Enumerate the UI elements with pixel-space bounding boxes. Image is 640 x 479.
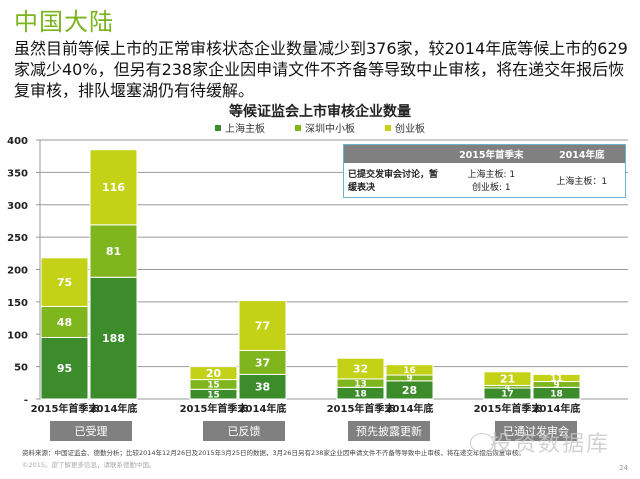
slide-title: 中国大陆 xyxy=(14,8,114,36)
data-label: 18 xyxy=(550,389,563,399)
x-tick-label: 2014年底 xyxy=(90,402,138,415)
y-tick-label: 300 xyxy=(7,201,28,212)
bar-segment xyxy=(40,257,89,307)
bar-segment xyxy=(189,366,238,381)
group-label-feedback: 已反馈 xyxy=(203,421,285,441)
legend-swatch-shanghai xyxy=(215,124,221,131)
info-table-row-label: 已提交发审会讨论，暂缓表决 xyxy=(348,170,439,193)
x-tick-label: 2015年首季末 xyxy=(474,402,543,415)
data-label: 95 xyxy=(57,362,72,375)
info-table-cell-end-2014: 上海主板：1 xyxy=(539,163,626,198)
y-tick-label: 100 xyxy=(7,330,28,341)
info-table-row: 已提交发审会讨论，暂缓表决 上海主板: 1 创业板: 1 上海主板：1 xyxy=(344,163,626,198)
info-table-header-end-2014: 2014年底 xyxy=(538,144,626,163)
legend-item-shenzhen-sme: 深圳中小板 xyxy=(295,120,355,135)
data-label: 11 xyxy=(550,374,563,384)
data-label: 28 xyxy=(402,384,417,397)
legend-label: 上海主板 xyxy=(225,124,265,135)
group-label-passed-review: 已通过发审会 xyxy=(495,421,577,441)
info-table-cell-q1-2015: 上海主板: 1 创业板: 1 xyxy=(444,163,539,198)
group-label-pre-disclosure-update: 预先披露更新 xyxy=(348,421,430,441)
bar-segment xyxy=(483,371,532,386)
bar-segment xyxy=(40,336,89,400)
bar-segment xyxy=(89,276,138,400)
info-table-header-q1-2015: 2015年首季末 xyxy=(444,144,539,163)
info-table-value: 上海主板: 1 xyxy=(467,170,516,180)
legend-item-shanghai: 上海主板 xyxy=(215,120,265,135)
legend-swatch-shenzhen-sme xyxy=(295,124,301,131)
data-label: 9 xyxy=(553,381,559,391)
data-label: 16 xyxy=(403,366,416,376)
info-table-value: 创业板: 1 xyxy=(471,183,511,193)
x-tick-label: 2015年首季末 xyxy=(180,402,249,415)
data-label: 77 xyxy=(255,319,270,332)
data-label: 18 xyxy=(354,389,367,399)
copyright-note: ©2015。欲了解更多信息，请联系德勤中国。 xyxy=(22,461,156,469)
stacked-bar-chart: - 50 100 150 200 250 300 350 400 95 48 75 2015年首季末 18… xyxy=(7,136,628,415)
x-tick-label: 2014年底 xyxy=(533,402,581,415)
data-label: 20 xyxy=(206,367,222,380)
legend-label: 深圳中小板 xyxy=(305,124,355,135)
data-label: 81 xyxy=(106,245,121,258)
bar-segment xyxy=(336,357,385,380)
y-tick-label: 50 xyxy=(14,363,28,374)
y-tick-label: 400 xyxy=(7,136,28,147)
data-label: 38 xyxy=(255,381,270,394)
bar-segment xyxy=(385,364,434,376)
info-table-value: 上海主板：1 xyxy=(556,176,608,187)
y-tick-label: 150 xyxy=(7,298,28,309)
page-number: 24 xyxy=(619,464,628,472)
info-table-header-empty xyxy=(343,144,444,163)
data-label: 188 xyxy=(102,332,125,345)
legend-swatch-chinext xyxy=(385,124,391,131)
y-tick-label: - xyxy=(24,395,28,406)
y-tick-label: 350 xyxy=(7,168,28,179)
data-label: 116 xyxy=(102,181,125,194)
bar-segment xyxy=(89,224,138,278)
data-label: 48 xyxy=(57,316,72,329)
source-note: 资料来源：中国证监会、德勤分析；比较2014年12月26日及2015年3月25日… xyxy=(22,449,525,457)
data-label: 21 xyxy=(500,373,515,386)
bar-segment xyxy=(238,300,287,351)
data-label: 17 xyxy=(501,390,514,400)
data-label: 13 xyxy=(354,379,367,389)
legend-label: 创业板 xyxy=(395,124,425,135)
data-label: 15 xyxy=(207,381,220,391)
data-label: 9 xyxy=(406,374,412,384)
watermark: 投资数据库 xyxy=(490,432,611,457)
bar-segment xyxy=(238,373,287,400)
chart-legend: 上海主板 深圳中小板 创业板 xyxy=(0,120,640,135)
info-table-header: 2015年首季末 2014年底 xyxy=(343,144,626,163)
x-tick-label: 2015年首季末 xyxy=(31,402,100,415)
x-tick-label: 2015年首季末 xyxy=(327,402,396,415)
data-label: 15 xyxy=(207,390,220,400)
data-label: 75 xyxy=(57,276,72,289)
bar-segment xyxy=(89,149,138,226)
x-tick-label: 2014年底 xyxy=(239,402,287,415)
data-label: 37 xyxy=(255,356,270,369)
group-label-accepted: 已受理 xyxy=(50,421,132,441)
intro-paragraph: 虽然目前等候上市的正常审核状态企业数量减少到376家，较2014年底等候上市的6… xyxy=(14,39,628,100)
bar-segment xyxy=(532,373,581,383)
x-tick-label: 2014年底 xyxy=(386,402,434,415)
info-table: 2015年首季末 2014年底 已提交发审会讨论，暂缓表决 上海主板: 1 创业… xyxy=(343,144,626,198)
data-label: 32 xyxy=(353,362,368,375)
chart-title: 等候证监会上市审核企业数量 xyxy=(229,104,411,120)
wechat-icon xyxy=(470,433,494,453)
y-tick-label: 250 xyxy=(7,233,28,244)
legend-item-chinext: 创业板 xyxy=(385,120,425,135)
data-label: 4 xyxy=(504,383,510,393)
y-tick-label: 200 xyxy=(7,266,28,277)
